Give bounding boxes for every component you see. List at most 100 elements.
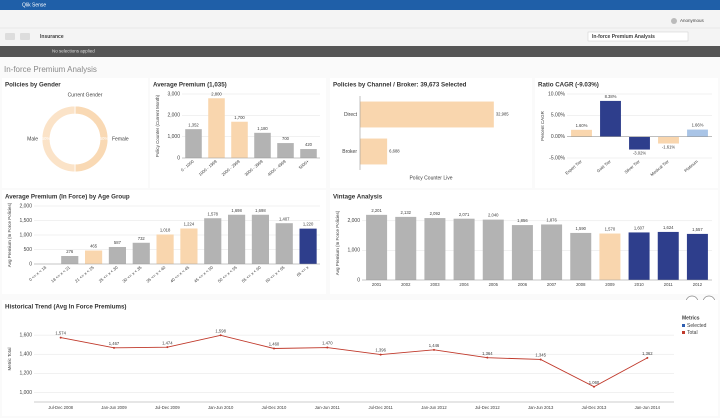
value-label: 1,700 [234, 115, 245, 120]
value-label: 276 [66, 249, 74, 254]
bar [180, 228, 198, 264]
y-tick-label: 0 [29, 261, 32, 267]
sheet-title: In-force Premium Analysis [4, 65, 97, 74]
y-tick-label: 1,000 [19, 390, 32, 396]
value-label: 1,460 [269, 342, 280, 347]
value-label: 1,407 [279, 216, 290, 221]
value-label: 1,060 [589, 380, 600, 385]
sheet-selector[interactable] [587, 31, 689, 42]
bar [108, 246, 126, 264]
point [486, 356, 489, 359]
panel-title: Average Premium (In Force) by Age Group [5, 194, 130, 201]
value-label: 1,446 [429, 343, 440, 348]
point [59, 336, 62, 339]
x-tick-label: 2004 [459, 282, 469, 287]
trend-line [60, 334, 648, 388]
y-axis-label: Metric Total [7, 348, 12, 371]
panel-title: Vintage Analysis [333, 194, 383, 201]
bar [254, 132, 271, 158]
value-label: 1.60% [576, 123, 588, 128]
value-label: -1.61% [662, 145, 676, 150]
value-label: 465 [90, 244, 98, 249]
value-label: 1,557 [692, 227, 703, 232]
value-label: 2,071 [459, 212, 470, 217]
window-title: Qlik Sense [22, 2, 46, 8]
panel-title: Policies by Gender [5, 82, 61, 89]
value-label: 1,570 [605, 227, 616, 232]
bar [599, 233, 621, 280]
y-tick-label: 1,600 [19, 332, 32, 338]
legend-swatch [682, 331, 685, 334]
value-label: 8.38% [605, 94, 617, 99]
value-label: 2,092 [430, 211, 441, 216]
y-tick-label: -5.00% [549, 155, 565, 161]
y-tick-label: 1,500 [19, 218, 32, 224]
value-label: 420 [305, 142, 313, 147]
user-avatar[interactable] [671, 18, 677, 24]
bar [482, 219, 504, 280]
nav-button[interactable] [5, 33, 15, 40]
value-label: 1,598 [215, 328, 226, 333]
x-tick-label: Jul-Dec 2008 [48, 405, 73, 410]
donut-slice [41, 105, 76, 173]
value-label: 2,132 [401, 210, 412, 215]
x-tick-label: 2001 [372, 282, 382, 287]
slice-value: 50% [42, 136, 51, 141]
point [166, 346, 169, 349]
legend-title: Current Gender [68, 92, 103, 98]
value-label: 2,800 [211, 91, 222, 96]
bar [686, 233, 708, 280]
selections-hint[interactable]: No selections applied [52, 49, 95, 54]
bar [600, 100, 621, 137]
value-label: 1,876 [546, 218, 557, 223]
point [273, 347, 275, 350]
title-bar [0, 0, 720, 10]
bar [511, 225, 533, 280]
bar [366, 214, 388, 280]
panel-title: Average Premium (1,035) [153, 82, 227, 89]
x-tick-label: 2007 [547, 282, 557, 287]
x-tick-label: 2005 [489, 282, 499, 287]
value-label: 587 [114, 240, 122, 245]
bar [299, 228, 317, 264]
bar [204, 218, 222, 264]
value-label: 700 [282, 136, 290, 141]
bar [85, 250, 103, 264]
x-tick-label: Jul-Dec 2009 [155, 405, 180, 410]
y-tick-label: 10.00% [548, 91, 566, 97]
x-tick-label: 2008 [576, 282, 586, 287]
value-label: 1,364 [482, 351, 493, 356]
x-tick-label: Jan-Jun 2014 [635, 405, 661, 410]
value-label: 6,688 [389, 149, 400, 154]
slice-value: 50% [100, 136, 109, 141]
category-label: Broker [342, 149, 357, 155]
y-axis-label: Policy Counter (Current Month) [155, 94, 160, 157]
y-tick-label: 2,000 [347, 218, 360, 224]
y-tick-label: 0 [357, 277, 360, 283]
app-name[interactable]: Insurance [40, 34, 64, 40]
bar [228, 214, 246, 264]
legend-title: Metrics [682, 315, 700, 321]
bar [208, 98, 225, 158]
x-tick-label: 5000+ [298, 158, 311, 170]
bar [570, 232, 592, 280]
x-tick-label: 2010 [634, 282, 644, 287]
bar [687, 129, 708, 137]
y-tick-label: 0 [177, 155, 180, 161]
panel-title: Historical Trend (Avg In Force Premiums) [5, 304, 127, 311]
bar [61, 255, 79, 264]
y-tick-label: 3,000 [167, 91, 180, 97]
value-label: 1,220 [303, 222, 314, 227]
value-label: 1,352 [188, 122, 199, 127]
x-tick-label: 2009 [605, 282, 615, 287]
bar [277, 143, 294, 158]
bar [571, 129, 592, 137]
menu-button[interactable] [20, 33, 30, 40]
value-label: 1,224 [184, 222, 195, 227]
sheet-name[interactable]: In-force Premium Analysis [592, 34, 655, 40]
point [379, 353, 382, 356]
user-name[interactable]: Anonymous [680, 18, 705, 23]
x-tick-label: Jan-Jun 2012 [421, 405, 447, 410]
x-tick-label: Jan-Jun 2010 [208, 405, 234, 410]
